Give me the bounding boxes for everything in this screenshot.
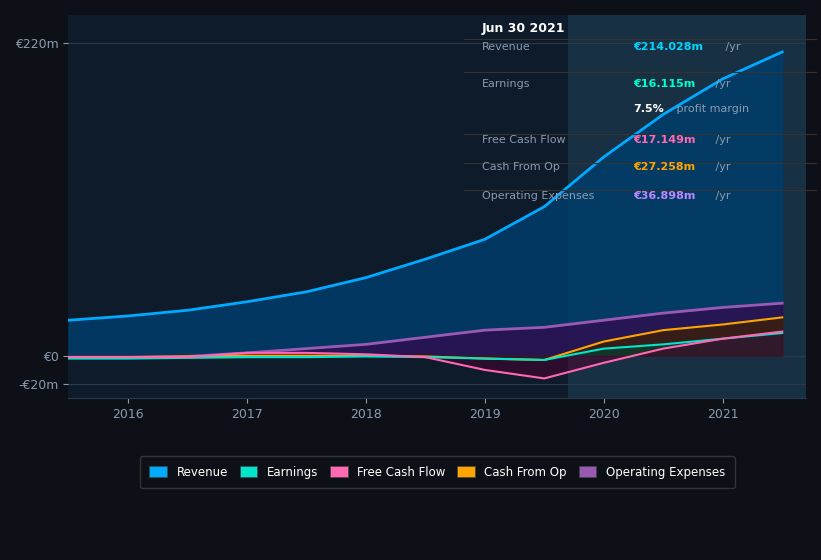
- Text: €214.028m: €214.028m: [633, 42, 704, 52]
- Text: Cash From Op: Cash From Op: [481, 162, 559, 172]
- Text: Jun 30 2021: Jun 30 2021: [481, 22, 565, 35]
- Text: €27.258m: €27.258m: [633, 162, 695, 172]
- Text: €17.149m: €17.149m: [633, 136, 696, 145]
- Legend: Revenue, Earnings, Free Cash Flow, Cash From Op, Operating Expenses: Revenue, Earnings, Free Cash Flow, Cash …: [140, 456, 735, 488]
- Text: €36.898m: €36.898m: [633, 191, 695, 201]
- Text: /yr: /yr: [713, 80, 731, 90]
- Text: Free Cash Flow: Free Cash Flow: [481, 136, 565, 145]
- Text: /yr: /yr: [713, 191, 731, 201]
- Text: Revenue: Revenue: [481, 42, 530, 52]
- Text: €16.115m: €16.115m: [633, 80, 695, 90]
- Text: /yr: /yr: [722, 42, 741, 52]
- Text: /yr: /yr: [713, 162, 731, 172]
- Text: /yr: /yr: [713, 136, 731, 145]
- Text: Earnings: Earnings: [481, 80, 530, 90]
- Text: Operating Expenses: Operating Expenses: [481, 191, 594, 201]
- Text: 7.5%: 7.5%: [633, 104, 664, 114]
- Bar: [568, 15, 806, 398]
- Text: profit margin: profit margin: [673, 104, 749, 114]
